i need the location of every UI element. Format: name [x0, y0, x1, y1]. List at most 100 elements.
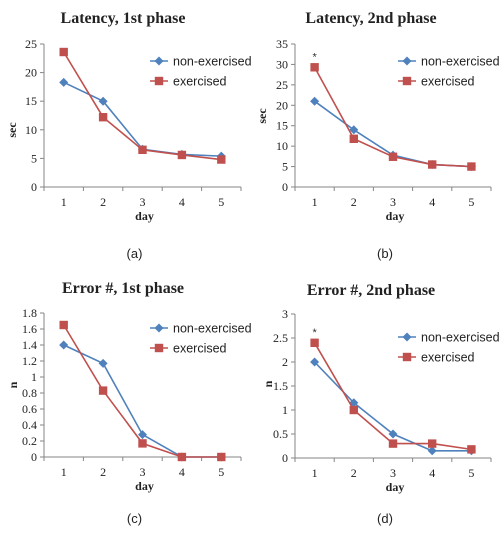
- y-tick-label: 0: [282, 180, 288, 194]
- x-tick-label: 2: [351, 466, 357, 480]
- data-point-exercised: [98, 386, 108, 395]
- legend-marker: [402, 352, 412, 362]
- data-point-non-exercised: [349, 125, 359, 135]
- chart-title: Latency, 1st phase: [61, 10, 186, 27]
- data-point-non-exercised: [427, 446, 437, 456]
- y-tick-label: 1.8: [22, 306, 37, 320]
- data-point-exercised: [349, 405, 358, 415]
- y-tick-label: 0.5: [273, 427, 288, 441]
- legend-marker: [154, 56, 164, 66]
- x-tick-label: 4: [179, 465, 185, 479]
- y-tick-label: 1.5: [273, 379, 288, 393]
- y-tick-label: 30: [276, 57, 288, 71]
- y-tick-label: 15: [276, 119, 288, 133]
- data-point-exercised: [217, 452, 226, 462]
- legend-marker: [402, 76, 412, 86]
- data-point-exercised: [428, 439, 437, 448]
- data-point-exercised: [428, 160, 437, 169]
- y-axis-label: sec: [255, 108, 269, 124]
- legend-label: exercised: [421, 75, 475, 89]
- y-tick-label: 0: [282, 451, 288, 465]
- y-tick-label: 1: [282, 403, 288, 417]
- y-tick-label: 1.4: [22, 338, 37, 352]
- x-tick-label: 5: [218, 465, 224, 479]
- data-point-exercised: [467, 445, 476, 454]
- data-point-exercised: [310, 338, 319, 347]
- y-axis-label: n: [261, 380, 275, 387]
- x-tick-label: 1: [61, 465, 67, 479]
- x-tick-label: 2: [100, 465, 106, 479]
- panel-caption: (b): [377, 246, 393, 261]
- y-tick-label: 0.8: [22, 386, 37, 400]
- y-tick-label: 0: [31, 450, 37, 464]
- x-axis-label: day: [386, 480, 405, 494]
- y-tick-label: 20: [276, 98, 288, 112]
- x-tick-label: 5: [468, 195, 474, 209]
- panel-caption: (d): [377, 511, 393, 526]
- data-point-non-exercised: [388, 429, 398, 439]
- data-point-exercised: [310, 63, 319, 72]
- x-tick-label: 4: [179, 195, 185, 209]
- legend-label: exercised: [173, 342, 227, 356]
- data-point-exercised: [388, 152, 398, 161]
- y-tick-label: 35: [276, 37, 288, 51]
- x-tick-label: 2: [351, 195, 357, 209]
- legend-marker: [402, 56, 412, 66]
- y-tick-label: 5: [282, 160, 288, 174]
- y-tick-label: 15: [25, 94, 37, 108]
- data-point-exercised: [217, 155, 226, 164]
- legend-label: non-exercised: [173, 55, 252, 69]
- data-point-exercised: [177, 452, 187, 462]
- data-point-non-exercised: [138, 430, 147, 440]
- data-point-non-exercised: [310, 357, 320, 367]
- x-axis-label: day: [135, 209, 154, 223]
- y-tick-label: 20: [25, 66, 37, 80]
- y-tick-label: 3: [282, 307, 288, 321]
- y-tick-label: 0: [31, 180, 37, 194]
- x-tick-label: 4: [429, 195, 435, 209]
- x-tick-label: 3: [140, 465, 146, 479]
- y-tick-label: 1: [31, 370, 37, 384]
- data-point-exercised: [98, 113, 108, 122]
- y-axis-label: sec: [5, 122, 19, 138]
- chart-title: Error #, 2nd phase: [307, 282, 435, 299]
- panel-caption: (c): [127, 511, 142, 526]
- x-tick-label: 5: [468, 466, 474, 480]
- chart-panel-4: Error #, 2nd phase 0 0.5 1 1.5 2 2.5 3 1 2 3 4 5 day n…: [261, 282, 499, 526]
- significance-marker: *: [312, 327, 317, 339]
- y-tick-label: 0.6: [22, 402, 37, 416]
- chart-title: Error #, 1st phase: [62, 280, 184, 297]
- x-tick-label: 1: [312, 466, 318, 480]
- legend-label: non-exercised: [421, 331, 499, 345]
- data-point-non-exercised: [310, 96, 320, 106]
- y-tick-label: 5: [31, 151, 37, 165]
- legend-label: non-exercised: [173, 322, 252, 336]
- y-tick-label: 25: [276, 78, 288, 92]
- x-tick-label: 5: [218, 195, 224, 209]
- data-point-non-exercised: [59, 77, 69, 87]
- chart-panel-1: Latency, 1st phase 0 5 10 15 20 25 1 2 3 4 5 day sec n…: [5, 10, 252, 261]
- chart-panel-3: Error #, 1st phase 0 0.2 0.4 0.6 0.8 1 1.2 1.4 1.…: [6, 280, 252, 526]
- x-axis-label: day: [386, 209, 405, 223]
- y-tick-label: 2: [282, 355, 288, 369]
- legend-marker: [154, 76, 164, 86]
- y-tick-label: 25: [25, 37, 37, 51]
- legend-label: exercised: [173, 75, 227, 89]
- y-tick-label: 0.2: [22, 434, 37, 448]
- data-point-non-exercised: [98, 358, 108, 368]
- x-tick-label: 3: [140, 195, 146, 209]
- data-point-exercised: [177, 150, 187, 160]
- x-tick-label: 1: [61, 195, 67, 209]
- legend-label: non-exercised: [421, 55, 499, 69]
- x-tick-label: 3: [390, 466, 396, 480]
- y-tick-label: 10: [25, 123, 37, 137]
- legend-marker: [154, 323, 164, 333]
- legend-marker: [402, 332, 412, 342]
- y-axis-label: n: [6, 381, 20, 388]
- y-tick-label: 1.2: [22, 354, 37, 368]
- data-point-exercised: [138, 145, 147, 155]
- data-point-exercised: [138, 439, 147, 448]
- chart-title: Latency, 2nd phase: [305, 10, 436, 27]
- data-point-exercised: [467, 162, 476, 171]
